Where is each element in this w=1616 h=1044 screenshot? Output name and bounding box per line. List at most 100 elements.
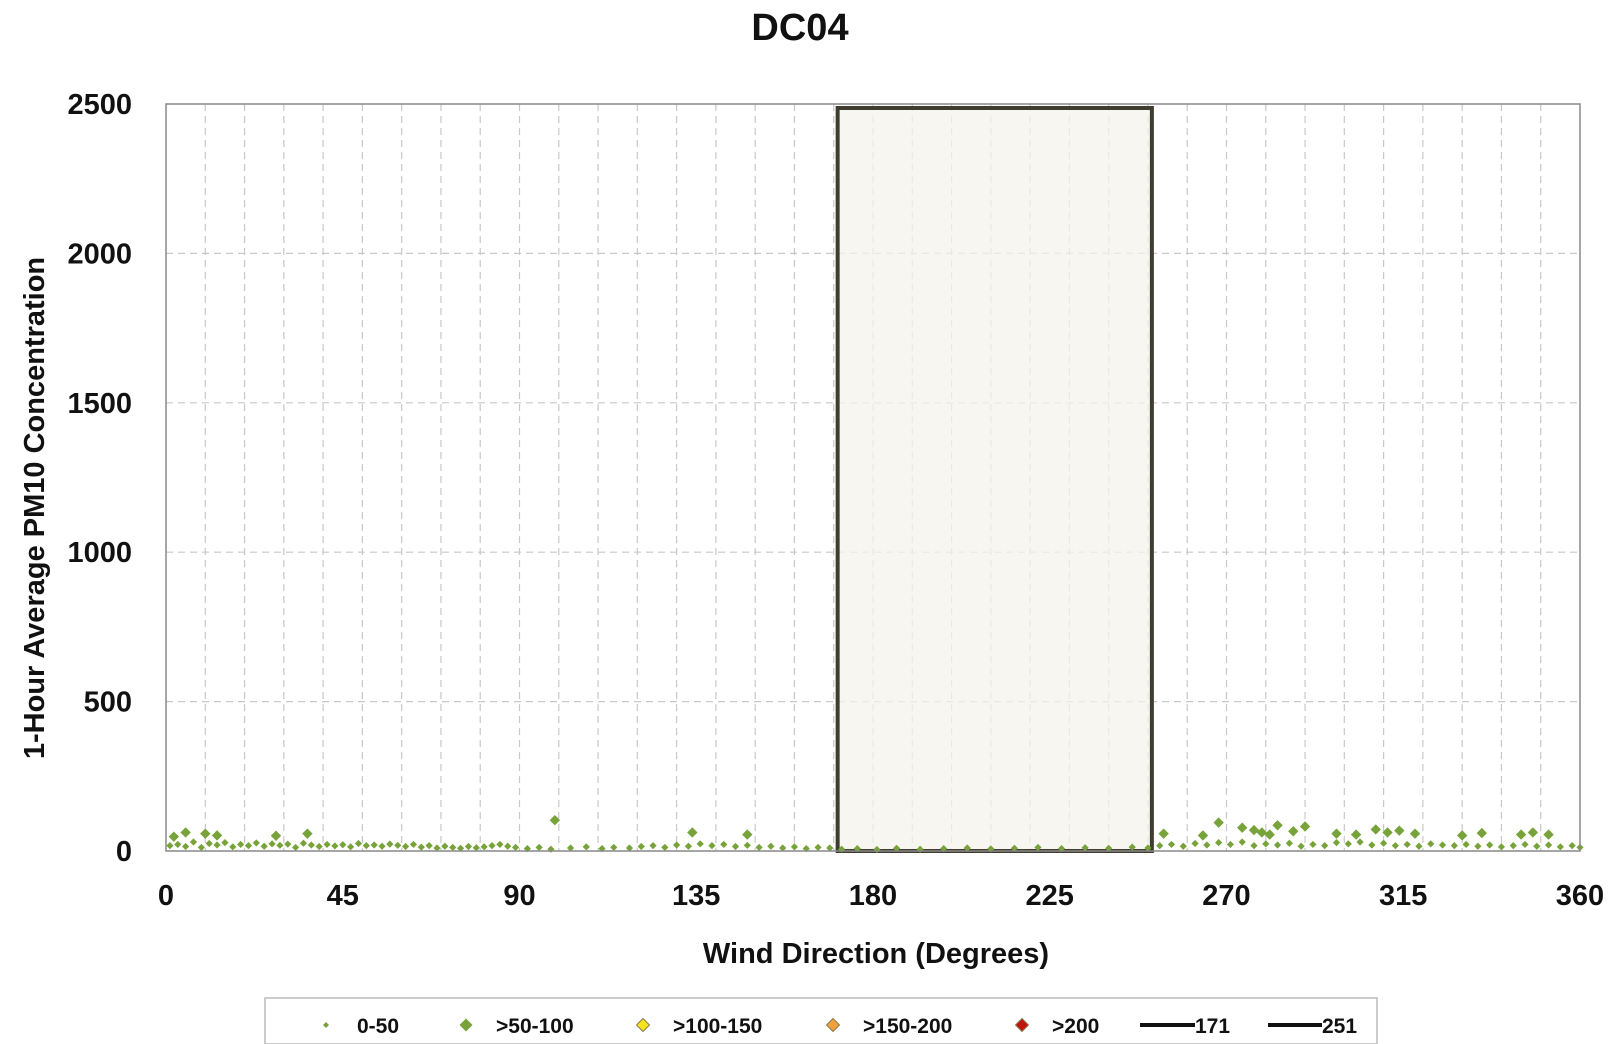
legend-label: >200 (1052, 1015, 1099, 1038)
data-point-series-0 (1081, 844, 1089, 852)
data-point-series-0 (504, 842, 512, 850)
data-point-series-0 (182, 842, 190, 851)
data-point-series-0 (1556, 843, 1564, 851)
data-point-series-0 (1427, 840, 1435, 848)
y-tick-label: 2000 (67, 238, 132, 270)
data-point-series-1 (1288, 826, 1299, 837)
legend-item: 0-50 (323, 1015, 399, 1038)
data-point-series-0 (582, 843, 590, 851)
data-point-series-1 (270, 830, 282, 841)
data-point-series-0 (268, 840, 276, 848)
data-point-series-0 (1533, 842, 1541, 850)
data-point-series-0 (331, 842, 339, 850)
data-point-series-1 (1158, 828, 1169, 839)
y-tick-label: 1500 (67, 388, 132, 420)
data-point-series-0 (189, 838, 198, 846)
legend-label: 251 (1322, 1015, 1357, 1038)
data-point-series-0 (362, 842, 370, 850)
data-point-series-0 (1191, 839, 1199, 848)
data-point-series-1 (1394, 825, 1405, 836)
x-tick-label: 0 (158, 880, 174, 912)
data-point-series-0 (873, 845, 881, 854)
chart-title: DC04 (751, 7, 848, 49)
data-point-series-0 (378, 842, 386, 850)
legend-swatch-marker (825, 1017, 841, 1033)
data-point-series-0 (511, 843, 520, 852)
data-point-series-1 (687, 827, 698, 838)
x-tick-label: 270 (1202, 880, 1250, 912)
data-point-series-0 (696, 840, 704, 848)
data-point-series-1 (1515, 829, 1527, 840)
data-point-series-1 (1256, 827, 1268, 838)
data-point-series-0 (661, 843, 669, 852)
legend-label: 171 (1195, 1015, 1230, 1038)
data-point-series-1 (1409, 828, 1421, 839)
data-point-series-0 (174, 840, 182, 849)
x-tick-label: 360 (1556, 880, 1604, 912)
data-point-series-0 (449, 843, 457, 852)
legend-item: 171 (1140, 1015, 1230, 1038)
y-axis-ticks: 0 500 1000 1500 2000 2500 (67, 89, 132, 868)
legend-item: >50-100 (459, 1015, 574, 1038)
legend-swatch-marker (1014, 1017, 1030, 1033)
data-point-series-0 (1273, 841, 1282, 849)
data-point-series-0 (276, 841, 284, 849)
data-point-series-0 (315, 842, 323, 851)
data-point-series-0 (1509, 842, 1517, 850)
legend: 0-50 >50-100 >100-150 >150-200 >200 171 251 (264, 997, 1378, 1044)
data-point-series-0 (213, 841, 221, 849)
data-point-series-0 (1497, 843, 1506, 851)
data-point-series-0 (779, 844, 787, 852)
data-point-series-0 (1450, 842, 1458, 850)
data-point-series-0 (535, 843, 543, 852)
data-point-series-0 (1486, 841, 1494, 849)
data-points (166, 815, 1584, 854)
data-point-series-1 (1213, 817, 1224, 828)
data-point-series-0 (1332, 839, 1341, 847)
x-tick-label: 90 (503, 880, 535, 912)
data-point-series-0 (814, 843, 822, 852)
legend-item: >150-200 (825, 1015, 952, 1038)
data-point-series-1 (1299, 821, 1311, 832)
data-point-series-0 (1521, 840, 1529, 849)
legend-box (264, 997, 1378, 1044)
data-point-series-1 (1272, 820, 1283, 831)
x-tick-label: 180 (849, 880, 897, 912)
data-point-series-1 (200, 828, 211, 839)
data-point-series-1 (1370, 824, 1381, 835)
data-point-series-0 (1285, 839, 1293, 847)
data-point-series-0 (1203, 841, 1211, 849)
data-point-series-0 (1415, 842, 1423, 850)
data-point-series-0 (1238, 838, 1246, 846)
data-point-series-0 (1391, 842, 1399, 850)
plot-area-frame (165, 103, 1581, 852)
data-point-series-0 (221, 839, 229, 847)
data-point-series-0 (1105, 844, 1113, 852)
data-point-series-0 (1474, 842, 1482, 850)
data-point-series-0 (323, 840, 331, 849)
data-point-series-0 (1144, 844, 1152, 852)
data-point-series-0 (229, 843, 237, 851)
legend-item: >100-150 (635, 1015, 762, 1038)
data-point-series-0 (1438, 841, 1447, 849)
data-point-series-1 (1237, 822, 1248, 833)
data-point-series-0 (790, 843, 799, 851)
data-point-series-1 (302, 828, 313, 839)
data-point-series-0 (755, 843, 763, 852)
data-point-series-1 (549, 815, 561, 826)
data-point-series-0 (425, 842, 433, 850)
data-point-series-0 (307, 841, 315, 849)
legend-item: >200 (1014, 1015, 1099, 1038)
data-point-series-0 (1156, 842, 1164, 850)
data-point-series-0 (417, 843, 425, 851)
wind-sector-box (835, 106, 1154, 853)
legend-label: >50-100 (496, 1015, 574, 1038)
data-point-series-0 (1226, 840, 1235, 849)
data-point-series-0 (649, 842, 657, 850)
data-point-series-1 (1350, 829, 1362, 840)
data-point-series-0 (252, 839, 260, 847)
data-point-series-0 (386, 840, 394, 848)
